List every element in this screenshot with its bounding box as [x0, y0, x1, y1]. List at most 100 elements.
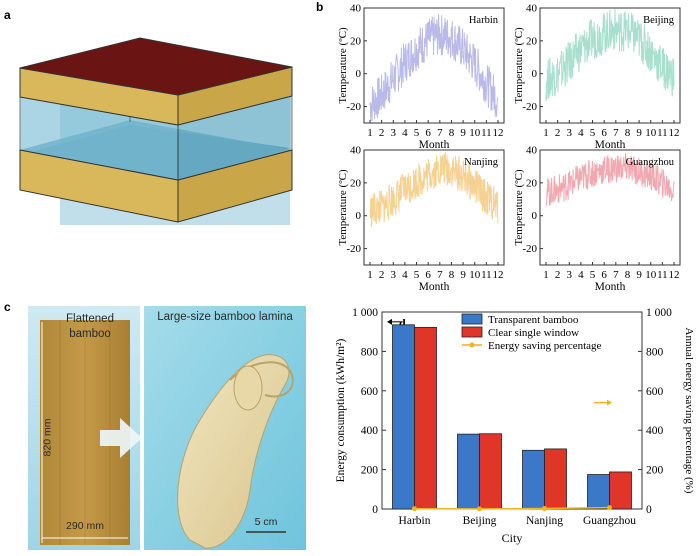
y-tick-label: 0 — [356, 68, 362, 80]
y-tick-label: -20 — [346, 101, 361, 113]
x-tick-label: 7 — [437, 269, 443, 281]
x-tick-label: 11 — [657, 269, 668, 281]
y-tick-label: 40 — [526, 145, 538, 157]
x-tick-label: 9 — [636, 127, 642, 139]
x-tick-label: 10 — [469, 127, 481, 139]
x-tick-label: Nanjing — [526, 515, 563, 527]
x-tick-label: 3 — [567, 269, 573, 281]
x-axis-label: City — [502, 531, 523, 545]
x-tick-label: 9 — [460, 127, 466, 139]
legend-point-swatch — [469, 342, 475, 348]
bamboo-lamina-label: Large-size bamboo lamina — [157, 311, 293, 323]
x-tick-label: 6 — [425, 269, 431, 281]
x-tick-label: 8 — [625, 269, 631, 281]
y-tick-label: 0 — [372, 504, 378, 516]
x-tick-label: 2 — [379, 127, 385, 139]
y2-tick-label: 0 — [646, 504, 652, 516]
x-tick-label: 2 — [555, 127, 561, 139]
x-tick-label: Harbin — [399, 515, 431, 527]
bar-transparent-bamboo — [522, 449, 545, 510]
y-axis-label: Temperature (ºC) — [337, 169, 349, 246]
x-tick-label: 3 — [391, 127, 397, 139]
x-tick-label: 4 — [578, 269, 584, 281]
width-label: 290 mm — [66, 520, 104, 532]
y-tick-label: 40 — [350, 3, 362, 15]
saving-point — [607, 505, 612, 511]
x-tick-label: 6 — [425, 127, 431, 139]
y2-tick-label: 600 — [646, 386, 664, 398]
x-tick-label: 4 — [402, 127, 408, 139]
x-tick-label: 12 — [493, 269, 504, 281]
x-tick-label: 3 — [567, 127, 573, 139]
x-axis-label: Month — [595, 281, 626, 293]
x-tick-label: 5 — [414, 269, 420, 281]
x-tick-label: Guangzhou — [583, 515, 636, 527]
panel-label-d: d — [399, 316, 406, 330]
legend-label: Transparent bamboo — [488, 314, 579, 326]
temperature-series-line — [369, 13, 499, 122]
rolled-lamina — [177, 354, 290, 549]
panel-label-b: b — [316, 0, 324, 14]
x-tick-label: 9 — [636, 269, 642, 281]
x-tick-label: 5 — [590, 269, 596, 281]
chart-title: Guangzhou — [626, 157, 675, 168]
x-tick-label: 12 — [669, 127, 680, 139]
bar-clear-single-window — [609, 471, 632, 510]
x-tick-label: 4 — [402, 269, 408, 281]
y-tick-label: 40 — [350, 145, 362, 157]
glass-box-illustration — [19, 37, 293, 225]
legend-swatch — [461, 313, 483, 325]
x-tick-label: 3 — [391, 269, 397, 281]
chart-title: Nanjing — [464, 157, 499, 168]
panel-label-a: a — [4, 8, 11, 22]
y2-tick-label: 400 — [646, 425, 664, 437]
plot-frame — [363, 149, 505, 266]
y2-tick-label: 200 — [646, 465, 664, 477]
chart-title: Harbin — [469, 15, 499, 26]
y-tick-label: 0 — [532, 210, 538, 222]
x-tick-label: 7 — [613, 127, 619, 139]
panel-b: b -20 0 20 40 1 2 3 4 5 6 7 8 9 10 11 12 Month Temperatur… — [316, 0, 700, 305]
y-tick-label: 40 — [526, 3, 538, 15]
chart-title: Beijing — [643, 15, 675, 26]
y-tick-label: 20 — [526, 177, 538, 189]
scale-label: 5 cm — [254, 516, 278, 528]
panel-d: d 0 200 400 600 800 1 000 0 200 400 600 800 1 000 Har… — [330, 300, 700, 556]
y-axis-label: Temperature (ºC) — [513, 27, 525, 104]
x-tick-label: 11 — [481, 269, 492, 281]
bar-clear-single-window — [544, 448, 567, 510]
roof — [19, 37, 293, 96]
bamboo-photo — [28, 306, 306, 550]
saving-line — [414, 506, 610, 510]
bar-clear-single-window — [414, 326, 437, 510]
y-tick-label: -20 — [522, 101, 537, 113]
bar-clear-single-window — [479, 433, 502, 510]
right-axis-arrowhead — [607, 399, 612, 406]
y-tick-label: 20 — [350, 35, 362, 47]
y-tick-label: 200 — [361, 465, 379, 477]
temperature-series-line — [545, 153, 675, 207]
y-axis-label: Temperature (ºC) — [513, 169, 525, 246]
panel-a: a — [0, 0, 320, 305]
y-tick-label: 0 — [532, 68, 538, 80]
x-tick-label: 8 — [625, 127, 631, 139]
y-tick-label: 1 000 — [352, 307, 378, 319]
x-tick-label: Beijing — [463, 515, 497, 527]
x-tick-label: 2 — [379, 269, 385, 281]
legend-label: Energy saving percentage — [488, 340, 602, 352]
y-axis-label: Temperature (ºC) — [337, 27, 349, 104]
temperature-series-line — [369, 152, 499, 227]
y-tick-label: 400 — [361, 425, 379, 437]
left-axis-arrowhead — [387, 318, 392, 325]
saving-point — [412, 506, 417, 512]
x-tick-label: 10 — [645, 127, 657, 139]
x-tick-label: 1 — [543, 269, 549, 281]
x-axis-label: Month — [419, 139, 450, 151]
x-tick-label: 8 — [449, 127, 455, 139]
y-tick-label: 800 — [361, 346, 379, 358]
x-tick-label: 1 — [367, 269, 373, 281]
y-tick-label: 20 — [526, 35, 538, 47]
